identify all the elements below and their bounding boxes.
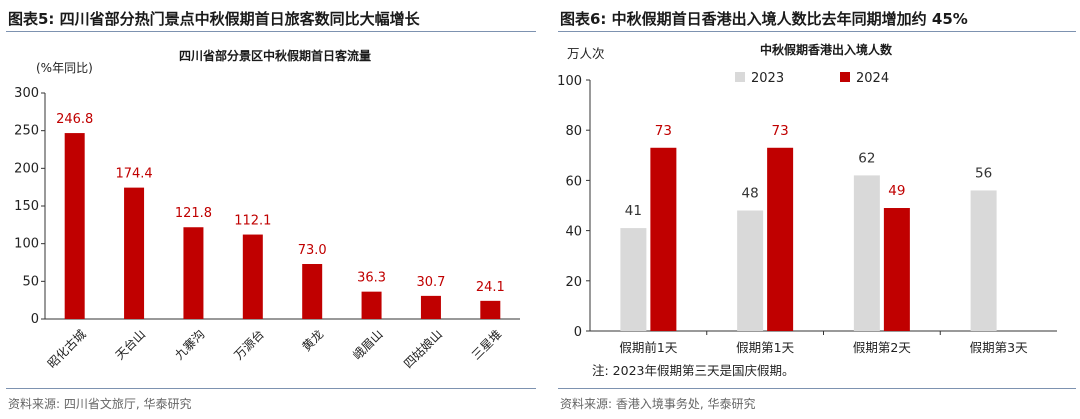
left-bar-value-label: 174.4	[115, 167, 152, 182]
right-y-tick-label: 100	[557, 74, 582, 89]
left-x-category-label: 峨眉山	[350, 327, 385, 362]
right-bar-chart: 中秋假期香港出入境人数 万人次 2023 2024 0 20 40 60 80 100 41 73 假期…	[557, 42, 1057, 355]
right-x-category-label: 假期第1天	[736, 340, 794, 355]
right-source-rule	[558, 388, 1076, 389]
right-y-tick-label: 40	[565, 225, 582, 240]
left-bar-1	[64, 133, 85, 319]
left-x-category-label: 天台山	[112, 326, 148, 362]
right-x-category-label: 假期前1天	[619, 340, 677, 355]
left-y-tick-label: 300	[14, 86, 39, 101]
right-y-axis-label: 万人次	[567, 46, 605, 61]
left-bar-value-label: 121.8	[175, 206, 212, 221]
right-y-tick-label: 80	[565, 124, 582, 139]
right-note: 注: 2023年假期第三天是国庆假期。	[592, 363, 795, 378]
left-x-category-label: 三星堆	[469, 327, 504, 362]
left-y-tick-label: 200	[14, 161, 39, 176]
legend-swatch-2023	[735, 72, 745, 82]
left-figure-panel: 图表5: 四川省部分热门景点中秋假期首日旅客数同比大幅增长 四川省部分景区中秋假…	[6, 10, 536, 411]
right-bar-2024-1	[650, 147, 677, 331]
left-title-rule	[6, 31, 536, 32]
right-bar-2023-2	[737, 210, 764, 331]
left-bar-6	[361, 291, 382, 319]
left-bar-4	[242, 234, 263, 319]
right-bar-value-label: 73	[772, 123, 789, 139]
right-bar-value-label: 49	[888, 183, 905, 199]
right-bar-2023-3	[853, 175, 880, 331]
left-y-tick-label: 250	[14, 124, 39, 139]
left-x-category-label: 九寨沟	[171, 326, 207, 362]
right-bar-value-label: 48	[742, 186, 759, 202]
left-y-tick-label: 150	[14, 199, 39, 214]
left-x-category-label: 黄龙	[299, 327, 326, 354]
legend-swatch-2024	[840, 72, 850, 82]
right-bar-value-label: 73	[655, 123, 672, 139]
left-chart-title: 四川省部分景区中秋假期首日客流量	[179, 48, 371, 63]
right-y-tick-label: 0	[574, 325, 582, 340]
left-x-category-label: 四姑娘山	[400, 326, 445, 371]
right-figure-panel: 图表6: 中秋假期首日香港出入境人数比去年同期增加约 45% 中秋假期香港出入境…	[552, 0, 1080, 419]
left-bar-chart: 四川省部分景区中秋假期首日客流量 (%年同比) 0 50 100 150 200 250 300…	[14, 48, 520, 371]
left-bar-5	[302, 264, 323, 319]
left-bar-2	[124, 187, 145, 319]
left-source-rule	[6, 388, 536, 389]
right-bar-2024-3	[883, 208, 910, 331]
right-x-category-label: 假期第3天	[970, 340, 1028, 355]
left-source-text: 资料来源: 四川省文旅厅, 华泰研究	[8, 397, 192, 411]
left-bar-3	[183, 227, 204, 319]
left-y-axis-label: (%年同比)	[36, 61, 93, 75]
right-bar-2023-4	[970, 190, 997, 331]
right-y-tick-label: 60	[565, 174, 582, 189]
right-source-text: 资料来源: 香港入境事务处, 华泰研究	[560, 397, 756, 411]
left-bar-value-label: 73.0	[298, 243, 327, 258]
left-bar-value-label: 24.1	[476, 280, 505, 295]
right-x-category-label: 假期第2天	[853, 340, 911, 355]
right-bar-2023-1	[620, 228, 647, 331]
legend-label-2023: 2023	[751, 71, 784, 86]
left-bar-8	[480, 300, 501, 319]
right-bar-value-label: 62	[858, 150, 875, 166]
right-chart-title: 中秋假期香港出入境人数	[760, 42, 893, 57]
left-x-category-label: 万源台	[231, 326, 267, 362]
left-bar-7	[420, 295, 441, 319]
left-y-tick-label: 100	[14, 237, 39, 252]
right-bar-value-label: 41	[625, 203, 642, 219]
right-title-rule	[558, 31, 1076, 32]
left-bar-value-label: 30.7	[416, 275, 445, 290]
left-y-tick-label: 50	[22, 274, 39, 289]
right-bar-value-label: 56	[975, 165, 992, 181]
left-bar-value-label: 112.1	[234, 214, 271, 229]
left-figure-title: 图表5: 四川省部分热门景点中秋假期首日旅客数同比大幅增长	[8, 10, 420, 28]
legend-label-2024: 2024	[856, 71, 889, 86]
right-bar-2024-2	[767, 147, 794, 331]
left-x-category-label: 昭化古城	[44, 326, 89, 371]
right-figure-title: 图表6: 中秋假期首日香港出入境人数比去年同期增加约 45%	[560, 10, 968, 28]
left-y-tick-label: 0	[31, 312, 39, 327]
left-bar-value-label: 246.8	[56, 112, 93, 127]
left-bar-value-label: 36.3	[357, 271, 386, 286]
right-y-tick-label: 20	[565, 275, 582, 290]
